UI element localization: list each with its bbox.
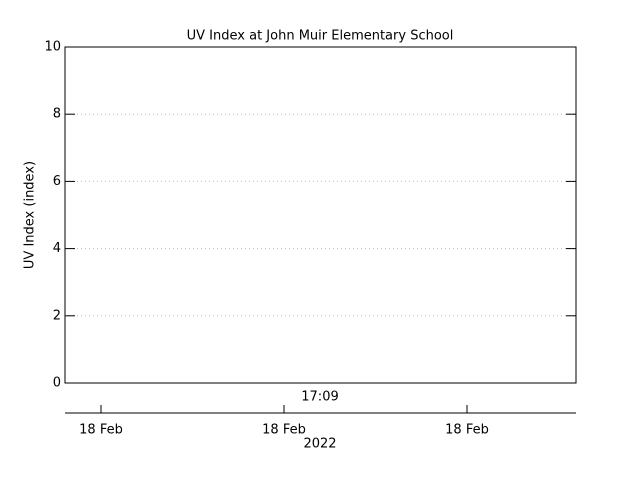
plot-frame [64, 46, 577, 384]
y-tick-label: 2 [53, 308, 61, 323]
x-axis-label: 2022 [303, 437, 336, 452]
date-tick-label: 18 Feb [445, 423, 489, 438]
y-tick-label: 10 [44, 40, 61, 55]
chart-title: UV Index at John Muir Elementary School [187, 29, 454, 44]
y-tick-label: 8 [53, 107, 61, 122]
y-tick-label: 6 [53, 174, 61, 189]
time-annotation: 17:09 [301, 390, 338, 405]
date-tick-label: 18 Feb [79, 423, 123, 438]
y-axis-label: UV Index (index) [23, 161, 38, 269]
y-tick-label: 4 [53, 241, 61, 256]
date-tick-label: 18 Feb [262, 423, 306, 438]
y-tick-label: 0 [53, 376, 61, 391]
